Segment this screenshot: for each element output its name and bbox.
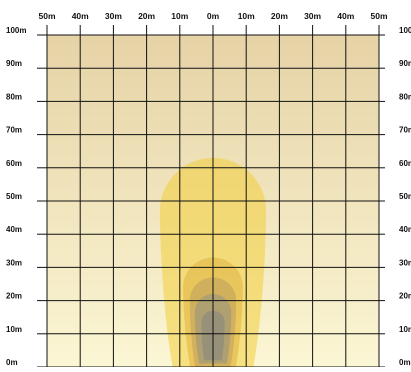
tick-labels: 50m 40m 30m 20m 10m 0m 10m 20m 30m 40m 50m 0m 0m 10m 1… xyxy=(6,11,411,367)
y-tick-label-right: 20m xyxy=(399,292,411,301)
y-tick-label-left: 0m xyxy=(6,358,18,367)
y-tick-label-left: 80m xyxy=(6,92,22,101)
y-tick-label-left: 90m xyxy=(6,59,22,68)
x-tick-label: 20m xyxy=(138,11,155,21)
y-tick-label-left: 20m xyxy=(6,292,22,301)
y-tick-label-right: 10m xyxy=(399,325,411,334)
x-tick-label: 50m xyxy=(38,11,55,21)
y-tick-label-left: 100m xyxy=(6,26,26,35)
x-tick-label: 40m xyxy=(337,11,354,21)
x-tick-label: 30m xyxy=(304,11,321,21)
x-tick-label: 50m xyxy=(370,11,387,21)
x-tick-label: 10m xyxy=(238,11,255,21)
y-tick-label-left: 30m xyxy=(6,258,22,267)
x-tick-label: 10m xyxy=(171,11,188,21)
y-tick-label-left: 50m xyxy=(6,192,22,201)
y-tick-label-right: 0m xyxy=(399,358,411,367)
y-tick-label-right: 40m xyxy=(399,225,411,234)
y-tick-label-right: 70m xyxy=(399,126,411,135)
y-tick-label-right: 50m xyxy=(399,192,411,201)
x-tick-label: 20m xyxy=(271,11,288,21)
y-tick-label-right: 100m xyxy=(399,26,411,35)
y-tick-label-right: 80m xyxy=(399,92,411,101)
x-tick-label: 30m xyxy=(105,11,122,21)
y-tick-label-right: 30m xyxy=(399,258,411,267)
y-tick-label-left: 10m xyxy=(6,325,22,334)
y-tick-label-right: 60m xyxy=(399,159,411,168)
y-tick-label-right: 90m xyxy=(399,59,411,68)
y-tick-label-left: 70m xyxy=(6,126,22,135)
y-tick-label-left: 60m xyxy=(6,159,22,168)
x-tick-label: 40m xyxy=(72,11,89,21)
y-tick-label-left: 40m xyxy=(6,225,22,234)
x-tick-label: 0m xyxy=(207,11,220,21)
